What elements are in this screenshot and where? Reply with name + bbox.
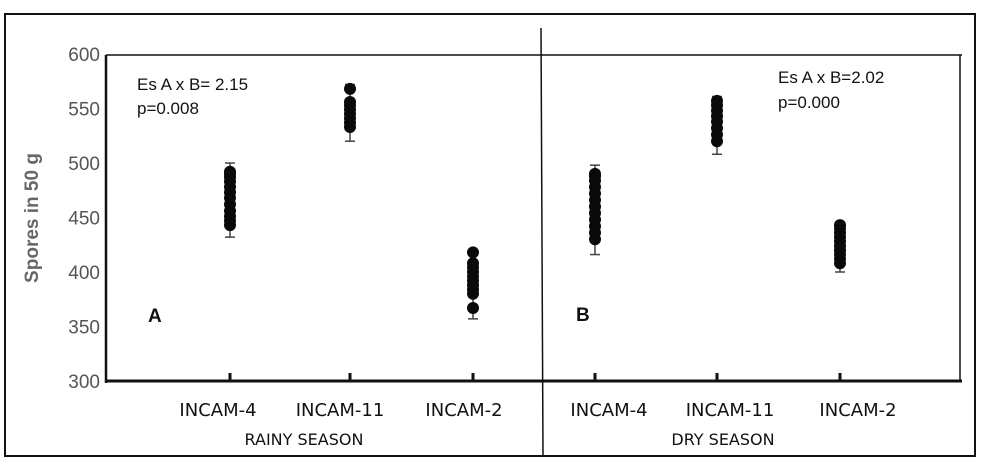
data-point (344, 82, 356, 95)
data-point (467, 301, 479, 314)
data-point (224, 165, 236, 178)
y-tick-label: 300 (68, 372, 100, 393)
y-tick-label: 600 (68, 45, 100, 66)
category-label: INCAM-11 (296, 400, 385, 421)
panel-divider (540, 27, 544, 457)
y-axis-label: Spores in 50 g (22, 153, 43, 283)
season-label: DRY SEASON (671, 430, 774, 449)
y-tick-label: 550 (68, 100, 100, 121)
data-point (589, 167, 601, 180)
data-point (711, 94, 723, 107)
data-point (467, 246, 479, 259)
data-point (344, 95, 356, 108)
category-label: INCAM-4 (570, 400, 647, 421)
y-tick-label: 500 (68, 154, 100, 175)
y-tick-label: 400 (68, 263, 100, 284)
data-point (834, 219, 846, 232)
category-label: INCAM-11 (686, 400, 775, 421)
annotation-p-a: p=0.008 (137, 99, 199, 118)
annotation-es-a: Es A x B= 2.15 (137, 75, 248, 94)
y-tick-label: 450 (68, 209, 100, 230)
annotation-p-b: p=0.000 (778, 93, 840, 112)
annotation-es-b: Es A x B=2.02 (778, 68, 884, 87)
category-label: INCAM-2 (425, 400, 502, 421)
y-tick-label: 350 (68, 318, 100, 339)
season-label: RAINY SEASON (245, 430, 364, 449)
panel-label-a: A (148, 306, 162, 327)
outer-frame (4, 13, 976, 457)
category-label: INCAM-2 (819, 400, 896, 421)
panel-label-b: B (576, 305, 590, 326)
data-point (467, 257, 479, 270)
category-label: INCAM-4 (179, 400, 256, 421)
